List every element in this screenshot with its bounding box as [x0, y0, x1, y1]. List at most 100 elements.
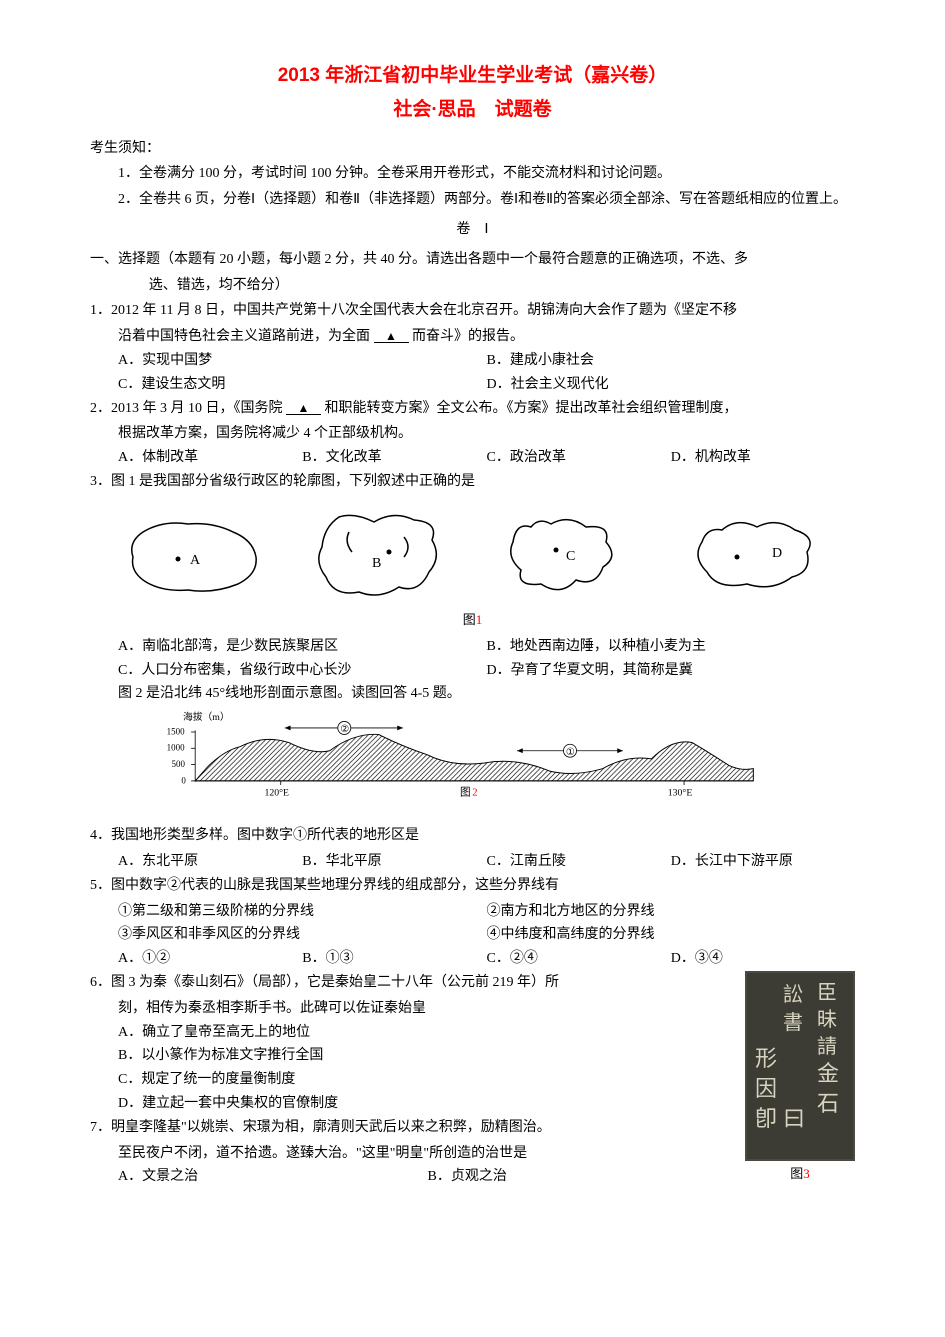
q1-option-c: C．建设生态文明 [118, 373, 487, 397]
province-map-b: B [304, 502, 454, 607]
fig1-caption-num: 1 [476, 612, 483, 627]
svg-text:臣: 臣 [817, 982, 837, 1004]
profile-y-label: 海拔（m） [183, 710, 230, 723]
y-tick-1000: 1000 [167, 743, 185, 753]
q5-sub-4: ④中纬度和高纬度的分界线 [487, 923, 856, 947]
section-number: 卷 Ⅰ [90, 218, 855, 242]
q1-stem-line2: 沿着中国特色社会主义道路前进，为全面 ▲ 而奋斗》的报告。 [90, 325, 855, 349]
stone-rubbing-image: 臣 昧 請 金 石 訟 書 形 因 卽 曰 [745, 971, 855, 1161]
q5-options: A．①② B．①③ C．②④ D．③④ [90, 947, 855, 971]
fig1-caption-pre: 图 [463, 612, 476, 627]
q5-subitems-row1: ①第二级和第三级阶梯的分界线 ②南方和北方地区的分界线 [90, 900, 855, 924]
q6-stem-line2: 刻，相传为秦丞相李斯手书。此碑可以佐证秦始皇 [90, 997, 737, 1021]
q2-option-b: B．文化改革 [302, 446, 486, 470]
q1-option-a: A．实现中国梦 [118, 349, 487, 373]
question-2: 2．2013 年 3 月 10 日，《国务院 ▲ 和职能转变方案》全文公布。《方… [90, 397, 855, 421]
svg-text:昧: 昧 [817, 1008, 837, 1031]
q5-option-d: D．③④ [671, 947, 855, 971]
svg-text:石: 石 [817, 1091, 839, 1116]
q5-sub-3: ③季风区和非季风区的分界线 [118, 923, 487, 947]
q1-options: A．实现中国梦 B．建成小康社会 C．建设生态文明 D．社会主义现代化 [90, 349, 855, 397]
fig3-caption-num: 3 [803, 1166, 810, 1181]
svg-text:形: 形 [755, 1046, 777, 1071]
q5-sub-1: ①第二级和第三级阶梯的分界线 [118, 900, 487, 924]
q6-option-c: C．规定了统一的度量衡制度 [118, 1068, 737, 1092]
q7-option-a: A．文景之治 [118, 1165, 428, 1189]
figure-3-caption: 图3 [745, 1163, 855, 1185]
question-5: 5．图中数字②代表的山脉是我国某些地理分界线的组成部分，这些分界线有 [90, 874, 855, 898]
q6-option-a: A．确立了皇帝至高无上的地位 [118, 1021, 737, 1045]
exam-subtitle: 社会·思品 试题卷 [90, 94, 855, 126]
q1-option-b: B．建成小康社会 [487, 349, 856, 373]
section-heading-cont: 选、错选，均不给分） [90, 274, 855, 298]
q5-subitems-row2: ③季风区和非季风区的分界线 ④中纬度和高纬度的分界线 [90, 923, 855, 947]
fig2-caption-pre: 图 [460, 787, 471, 799]
svg-text:卽: 卽 [755, 1106, 777, 1131]
question-1: 1．2012 年 11 月 8 日，中国共产党第十八次全国代表大会在北京召开。胡… [90, 299, 855, 323]
q6-option-d: D．建立起一套中央集权的官僚制度 [118, 1092, 737, 1116]
q5-option-c: C．②④ [487, 947, 671, 971]
x-tick-120e: 120°E [264, 788, 289, 799]
q7-option-b: B．贞观之治 [428, 1165, 738, 1189]
svg-text:書: 書 [783, 1011, 803, 1034]
q2-stem-1: 2．2013 年 3 月 10 日，《国务院 [90, 401, 283, 416]
question-6: 6．图 3 为秦《泰山刻石》（局部），它是秦始皇二十八年（公元前 219 年）所 [90, 971, 737, 995]
y-tick-500: 500 [172, 759, 186, 769]
q5-option-a: A．①② [118, 947, 302, 971]
fill-blank: ▲ [286, 401, 321, 415]
province-map-c: C [491, 502, 641, 607]
q2-stem-2: 和职能转变方案》全文公布。《方案》提出改革社会组织管理制度， [325, 401, 738, 416]
triangle-icon: ▲ [298, 401, 310, 415]
q3-options-row2: C．人口分布密集，省级行政中心长沙 D．孕育了华夏文明，其简称是冀 [90, 659, 855, 683]
q7-stem-line2: 至民夜户不闭，道不拾遗。遂臻大治。"这里"明皇"所创造的治世是 [90, 1142, 737, 1166]
svg-text:請: 請 [817, 1035, 837, 1058]
section-heading: 一、选择题（本题有 20 小题，每小题 2 分，共 40 分。请选出各题中一个最… [90, 248, 855, 272]
q1-stem-1: 1．2012 年 11 月 8 日，中国共产党第十八次全国代表大会在北京召开。胡… [90, 303, 737, 318]
svg-text:訟: 訟 [783, 983, 803, 1006]
map-label-b: B [372, 556, 381, 571]
q1-option-d: D．社会主义现代化 [487, 373, 856, 397]
notice-item-1: 1．全卷满分 100 分，考试时间 100 分钟。全卷采用开卷形式，不能交流材料… [90, 162, 855, 186]
circle-label-2: ② [340, 724, 349, 735]
q4-option-c: C．江南丘陵 [487, 850, 671, 874]
q4-5-intro: 图 2 是沿北纬 45°线地形剖面示意图。读图回答 4-5 题。 [90, 682, 855, 706]
profile-svg: 海拔（m） 1500 1000 500 0 ② ① 120°E 130°E [90, 710, 830, 820]
circle-label-1: ① [566, 747, 575, 758]
q5-sub-2: ②南方和北方地区的分界线 [487, 900, 856, 924]
y-tick-0: 0 [181, 776, 186, 786]
q3-option-d: D．孕育了华夏文明，其简称是冀 [487, 659, 856, 683]
notice-heading: 考生须知： [90, 137, 855, 161]
exam-title: 2013 年浙江省初中毕业生学业考试（嘉兴卷） [90, 60, 855, 92]
question-3: 3．图 1 是我国部分省级行政区的轮廓图，下列叙述中正确的是 [90, 470, 855, 494]
q4-option-b: B．华北平原 [302, 850, 486, 874]
q3-option-b: B．地处西南边陲，以种植小麦为主 [487, 635, 856, 659]
question-7: 7．明皇李隆基"以姚崇、宋璟为相，廓清则天武后以来之积弊，励精图治。 [90, 1116, 737, 1140]
province-map-a: A [118, 502, 268, 607]
q6-option-b: B．以小篆作为标准文字推行全国 [118, 1044, 737, 1068]
q4-option-a: A．东北平原 [118, 850, 302, 874]
terrain-profile: 海拔（m） 1500 1000 500 0 ② ① 120°E 130°E [90, 710, 855, 820]
q2-option-a: A．体制改革 [118, 446, 302, 470]
y-tick-1500: 1500 [167, 727, 185, 737]
province-map-d: D [677, 502, 827, 607]
q2-options: A．体制改革 B．文化改革 C．政治改革 D．机构改革 [90, 446, 855, 470]
province-maps: A B C D [90, 502, 855, 607]
question-4: 4．我国地形类型多样。图中数字①所代表的地形区是 [90, 824, 855, 848]
fig3-caption-pre: 图 [790, 1166, 803, 1181]
map-label-c: C [566, 549, 575, 564]
q6-q7-text: 6．图 3 为秦《泰山刻石》（局部），它是秦始皇二十八年（公元前 219 年）所… [90, 971, 737, 1189]
q2-option-c: C．政治改革 [487, 446, 671, 470]
q2-stem-line2: 根据改革方案，国务院将减少 4 个正部级机构。 [90, 422, 855, 446]
map-label-d: D [772, 546, 782, 561]
q1-stem-3: 而奋斗》的报告。 [412, 329, 524, 344]
fill-blank: ▲ [374, 329, 409, 343]
x-tick-130e: 130°E [668, 788, 693, 799]
figure-1-caption: 图1 [90, 609, 855, 631]
q4-option-d: D．长江中下游平原 [671, 850, 855, 874]
q3-option-a: A．南临北部湾，是少数民族聚居区 [118, 635, 487, 659]
svg-text:金: 金 [817, 1061, 839, 1086]
q2-option-d: D．机构改革 [671, 446, 855, 470]
stone-rubbing-container: 臣 昧 請 金 石 訟 書 形 因 卽 曰 图3 [745, 971, 855, 1185]
q7-options: A．文景之治 B．贞观之治 [90, 1165, 737, 1189]
triangle-icon: ▲ [385, 329, 397, 343]
